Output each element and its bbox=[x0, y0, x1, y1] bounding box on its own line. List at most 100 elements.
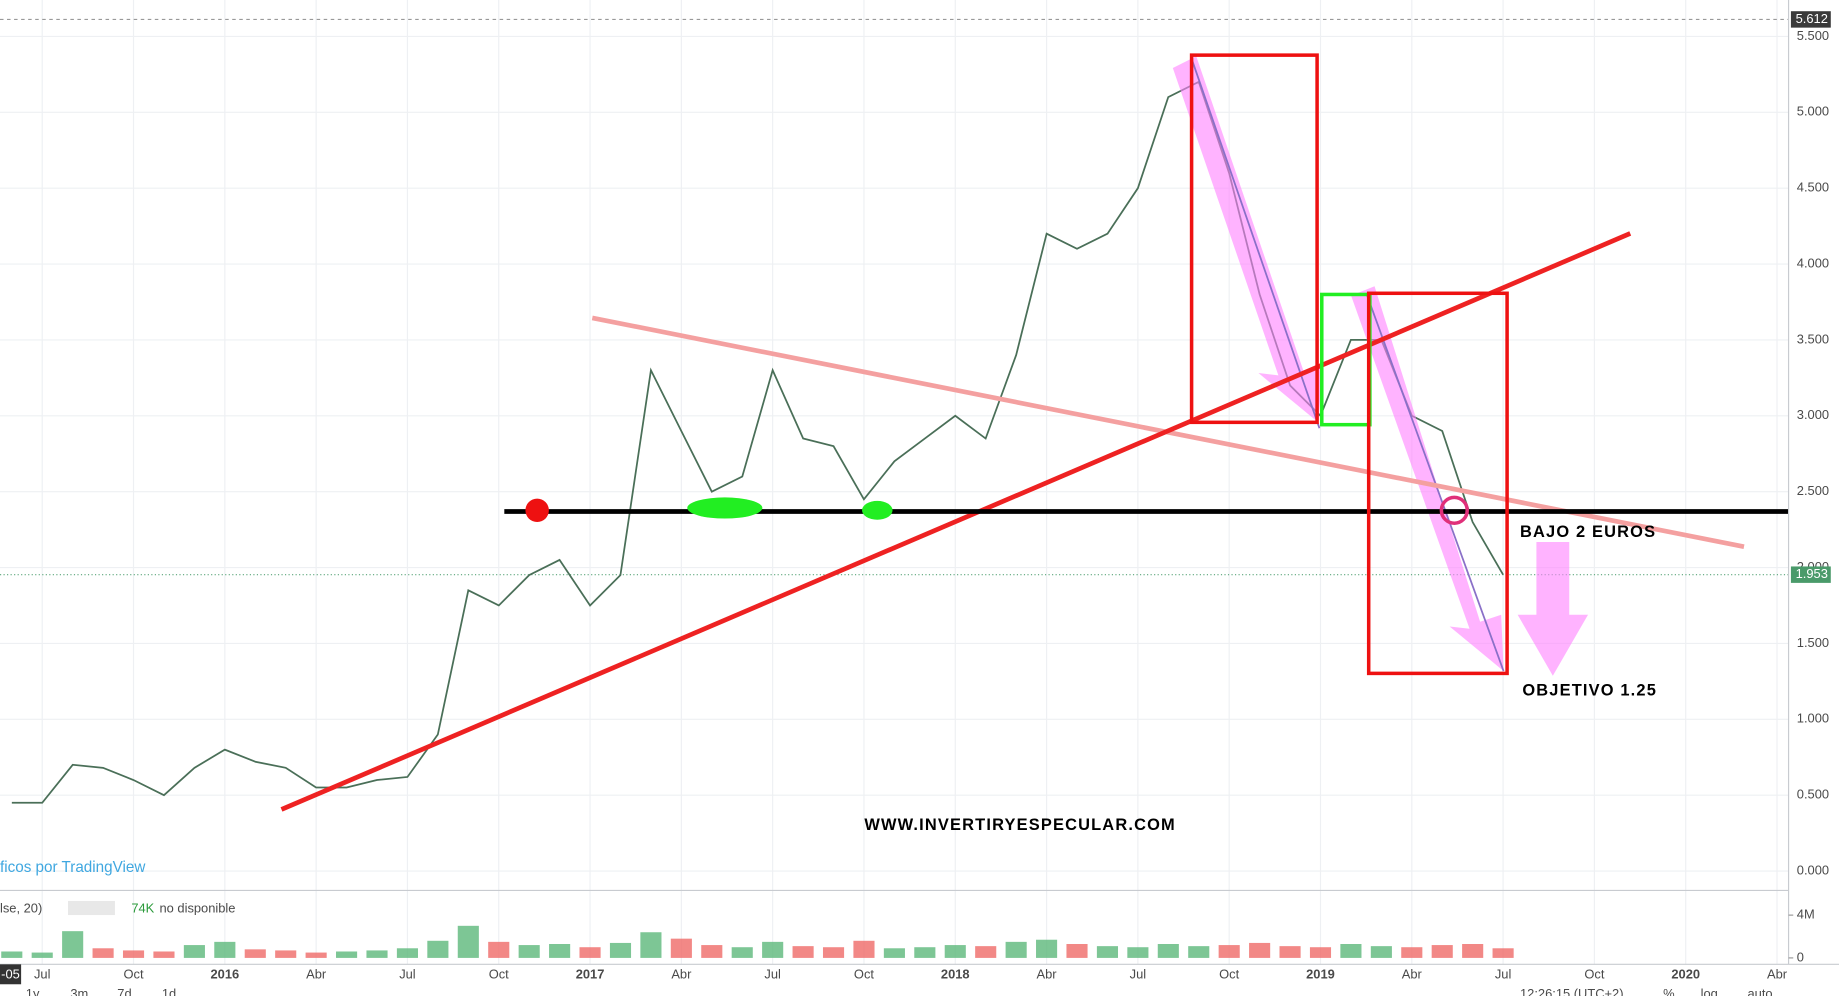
last-label: 1.953 bbox=[1796, 566, 1828, 581]
toolbar-item: 12:26:15 (UTC+2) bbox=[1520, 986, 1624, 996]
volume-bar bbox=[792, 946, 814, 958]
toolbar-item[interactable]: 7d bbox=[117, 986, 131, 996]
marker bbox=[862, 500, 893, 520]
high-badge bbox=[1790, 11, 1831, 28]
volume-bar bbox=[31, 952, 53, 958]
volume-bar bbox=[427, 940, 449, 958]
x-tick-label: Jul bbox=[1130, 966, 1146, 981]
toolbar-item[interactable]: 1y bbox=[26, 986, 40, 996]
x-tick-label: Abr bbox=[306, 966, 327, 981]
volume-bar bbox=[1036, 939, 1058, 958]
drawings bbox=[280, 53, 1789, 812]
y-tick-label: 4M bbox=[1797, 907, 1815, 922]
volume-legend: lse, 20) bbox=[0, 901, 42, 916]
volume-bar bbox=[609, 942, 632, 958]
y-tick-label: 4.500 bbox=[1797, 180, 1829, 195]
x-tick-label: 2017 bbox=[576, 966, 605, 981]
volume-bar bbox=[122, 950, 145, 958]
toolbar-item[interactable]: log bbox=[1701, 986, 1718, 996]
y-tick-label: 0 bbox=[1797, 949, 1804, 964]
box bbox=[1189, 53, 1319, 425]
volume-bar bbox=[640, 932, 662, 958]
last-badge bbox=[1790, 566, 1831, 583]
volume-bar bbox=[1249, 942, 1271, 958]
volume-bar bbox=[1157, 944, 1179, 958]
volume-bar bbox=[944, 945, 966, 958]
volume-bar bbox=[1188, 946, 1210, 958]
pink-arrow bbox=[1517, 541, 1589, 676]
volume-bar bbox=[153, 951, 175, 958]
x-label-box bbox=[0, 964, 22, 985]
volume-bar bbox=[975, 946, 997, 958]
y-tick-label: 5.000 bbox=[1797, 104, 1829, 119]
toolbar-item[interactable]: auto bbox=[1748, 986, 1773, 996]
plot bbox=[0, 18, 1789, 958]
high-label: 5.612 bbox=[1796, 11, 1828, 26]
x-tick-label: -05 bbox=[1, 966, 20, 981]
annotation: WWW.INVERTIRYESPECULAR.COM bbox=[864, 816, 1175, 834]
support-line bbox=[280, 231, 1632, 812]
volume-bar bbox=[214, 941, 236, 958]
volume-bar bbox=[92, 948, 114, 958]
x-tick-label: Jul bbox=[1495, 966, 1511, 981]
x-tick-label: Oct bbox=[854, 966, 874, 981]
y-tick-label: 3.000 bbox=[1797, 407, 1829, 422]
volume-bar bbox=[457, 925, 479, 958]
volume-bar bbox=[1370, 946, 1392, 958]
volume-bar bbox=[701, 945, 723, 958]
toolbar-item[interactable]: 1d bbox=[162, 986, 176, 996]
y-tick-label: 5.500 bbox=[1797, 28, 1829, 43]
volume-bar bbox=[275, 950, 297, 958]
volume-bar bbox=[1279, 946, 1301, 958]
volume-bar bbox=[62, 931, 84, 958]
pink-arrow bbox=[1172, 56, 1323, 423]
price-line bbox=[11, 80, 1504, 804]
volume-bar bbox=[1492, 948, 1514, 958]
toolbar-item[interactable]: % bbox=[1663, 986, 1674, 996]
box bbox=[1366, 291, 1509, 676]
x-tick-label: Jul bbox=[34, 966, 50, 981]
volume-bar bbox=[549, 944, 571, 958]
volume-bar bbox=[1127, 947, 1149, 958]
volume-bar bbox=[1431, 945, 1453, 958]
watermark: ficos por TradingView bbox=[0, 859, 146, 876]
volume-bar bbox=[762, 941, 784, 958]
volume-bar bbox=[518, 945, 540, 958]
volume-bar bbox=[488, 941, 510, 958]
marker bbox=[1439, 495, 1469, 525]
volume-bar bbox=[853, 940, 875, 958]
y-tick-label: 1.000 bbox=[1797, 711, 1829, 726]
volume-status: no disponible bbox=[160, 901, 236, 916]
volume-bar bbox=[822, 947, 845, 958]
x-tick-label: 2020 bbox=[1671, 966, 1700, 981]
volume-bar bbox=[1218, 945, 1240, 958]
toolbar: 1y 3m 7d 1d 12:26:15 (UTC+2) % log auto bbox=[26, 986, 1773, 996]
marker bbox=[687, 497, 763, 519]
trend-line bbox=[1365, 292, 1505, 672]
marker bbox=[525, 498, 549, 523]
volume-bar bbox=[396, 948, 418, 958]
x-tick-label: Oct bbox=[489, 966, 509, 981]
legend-buttons[interactable] bbox=[68, 900, 115, 916]
volume-bar bbox=[336, 951, 358, 958]
y-tick-label: 4.000 bbox=[1797, 255, 1829, 270]
volume-last: 74K bbox=[131, 901, 154, 916]
grid bbox=[0, 0, 1789, 965]
trend-line bbox=[1190, 58, 1321, 429]
pink-arrow bbox=[1351, 286, 1504, 672]
x-tick-label: Jul bbox=[399, 966, 415, 981]
volume-bar bbox=[1096, 946, 1119, 958]
volume-bar bbox=[670, 938, 692, 958]
volume-bar bbox=[1462, 944, 1484, 958]
volume-bar bbox=[731, 947, 753, 958]
x-tick-label: Jul bbox=[764, 966, 780, 981]
volume-bar bbox=[244, 949, 266, 958]
volume-bar bbox=[883, 948, 905, 958]
volume-bar bbox=[914, 947, 936, 958]
y-tick-label: 3.500 bbox=[1797, 331, 1829, 346]
toolbar-item[interactable]: 3m bbox=[70, 986, 88, 996]
x-tick-label: Abr bbox=[671, 966, 692, 981]
x-tick-label: Abr bbox=[1037, 966, 1058, 981]
x-tick-label: Oct bbox=[1584, 966, 1604, 981]
